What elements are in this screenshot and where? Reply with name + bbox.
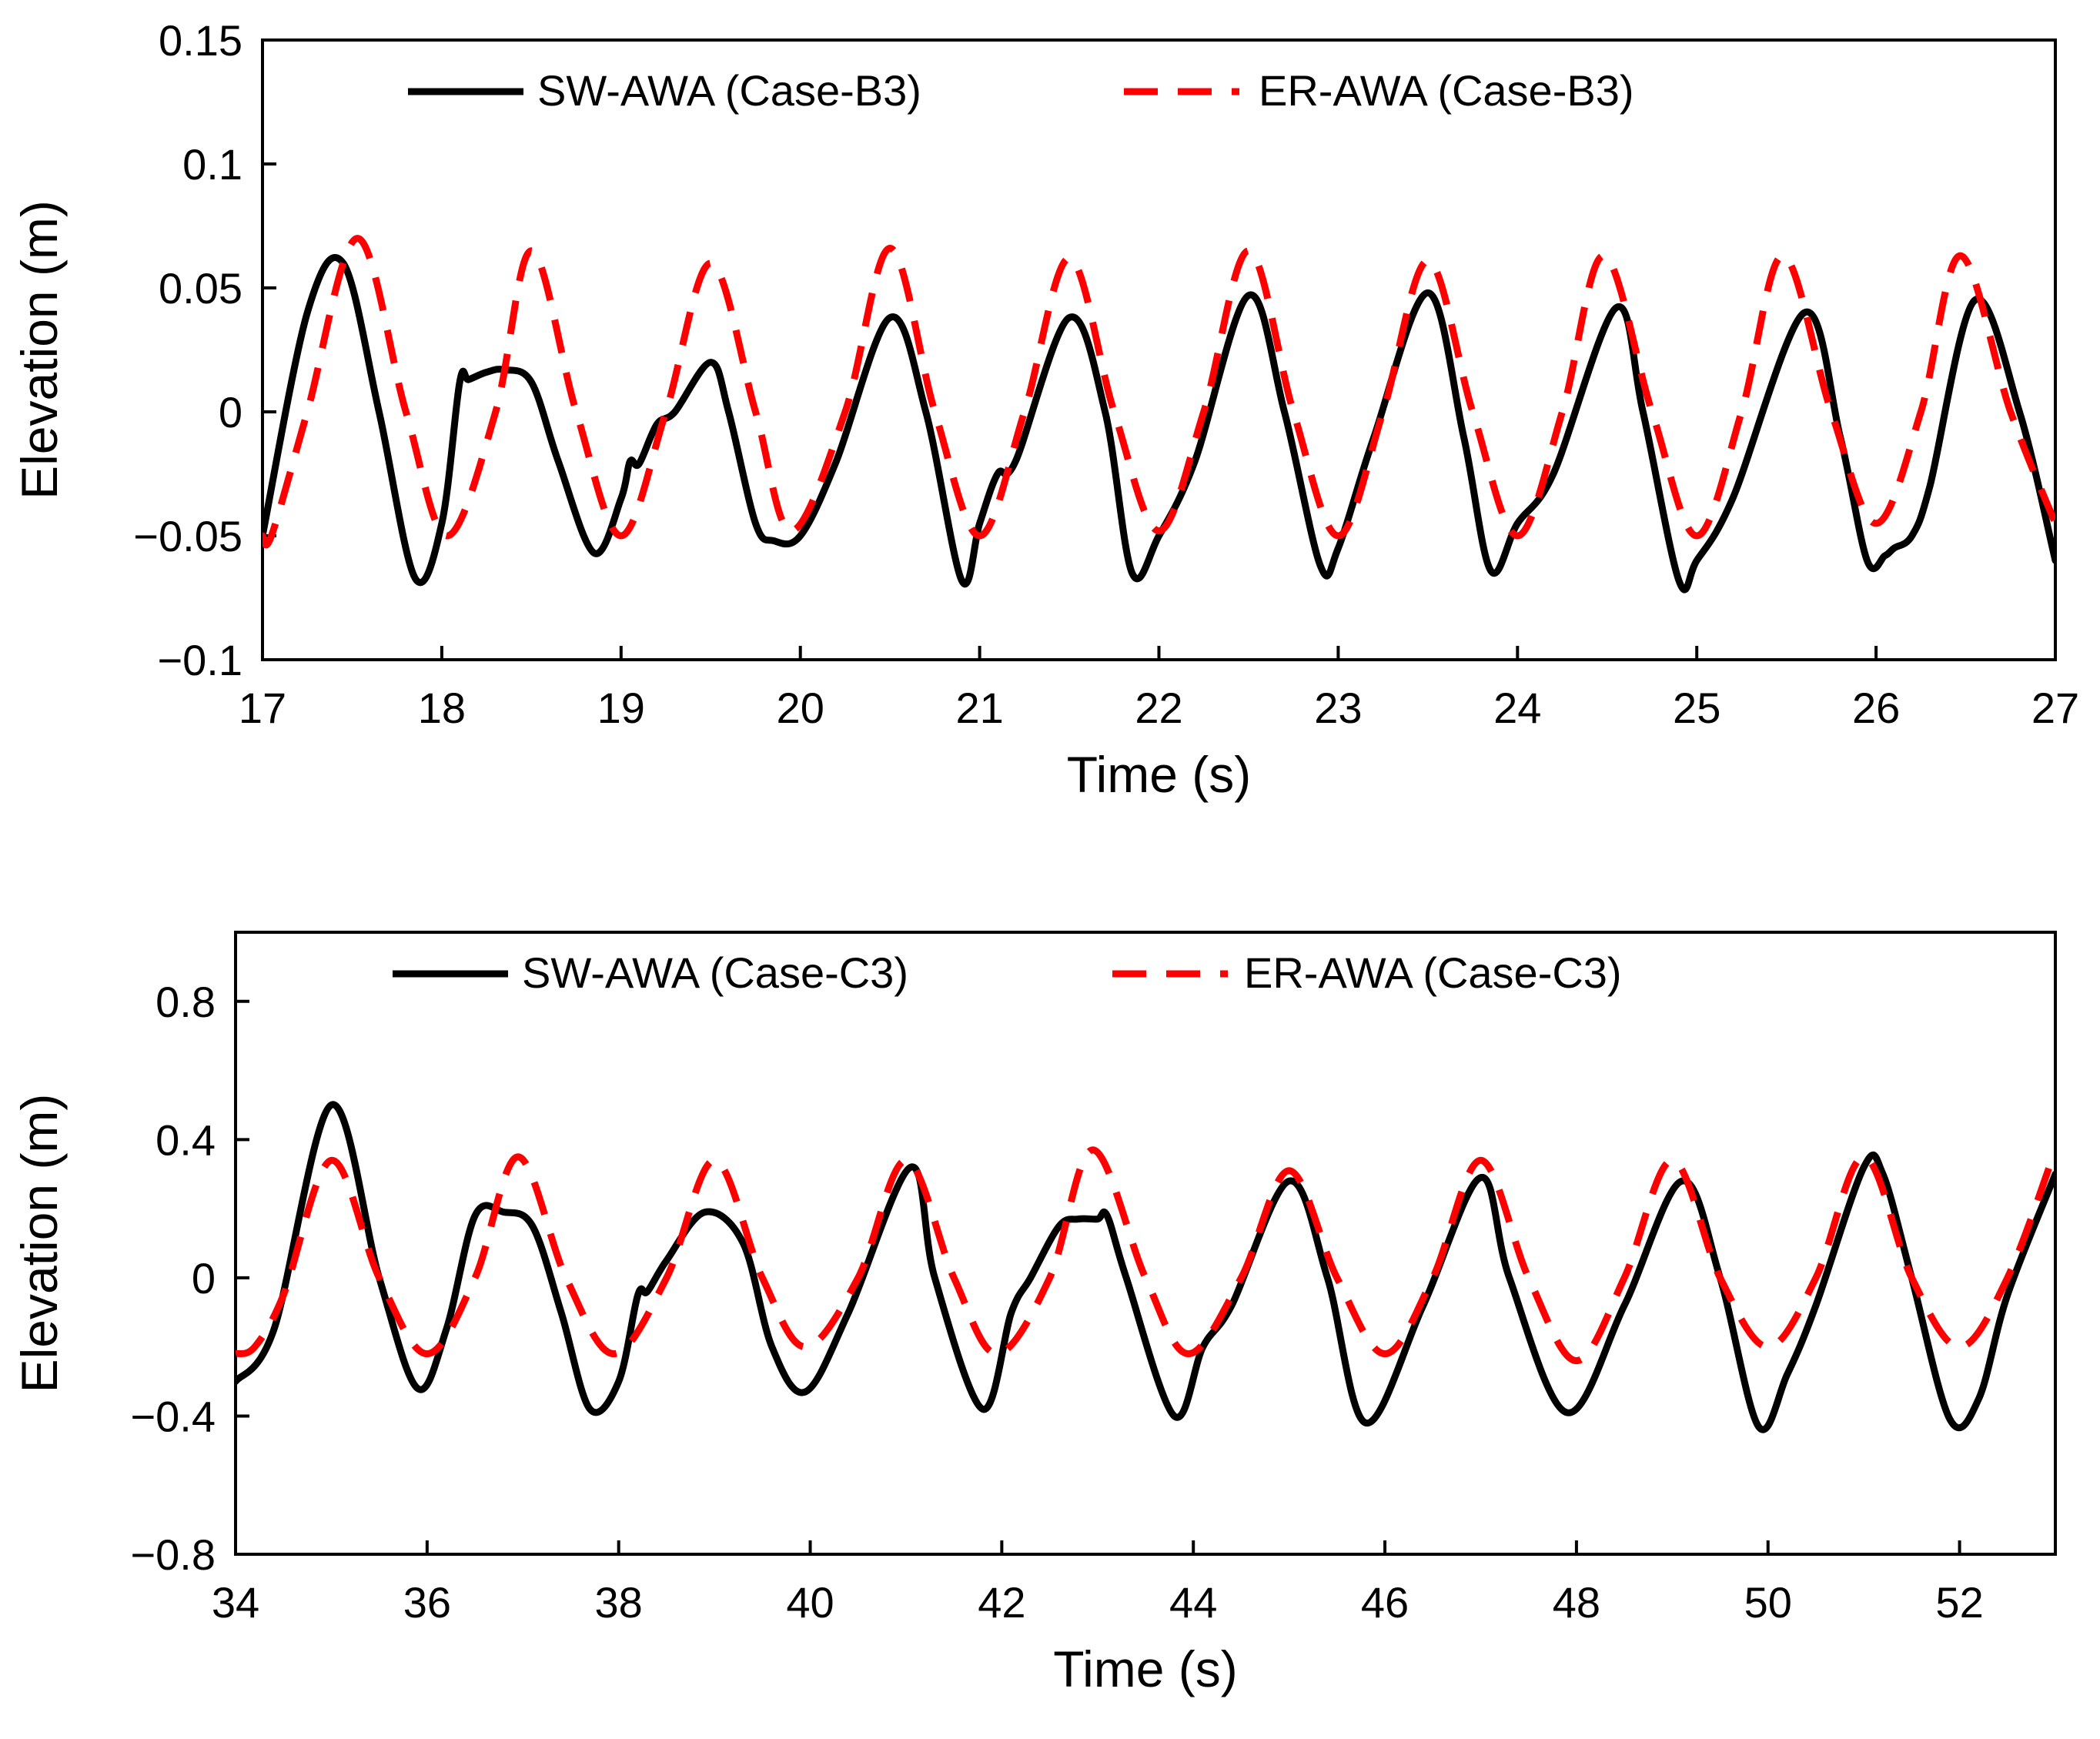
y-axis-title: Elevation (m) [11, 1094, 68, 1393]
chart-bottom: 0.8 0.4 0 −0.4 −0.834 36 38 40 42 44 46 48 50 52 Time … [11, 931, 2057, 1697]
y-axis-title: Elevation (m) [11, 200, 68, 500]
x-axis-title: Time (s) [1067, 746, 1252, 803]
series-line-sw-awa [262, 254, 2055, 594]
x-tick-label: 25 [1673, 684, 1720, 732]
series-line-sw-awa [236, 1101, 2055, 1433]
y-tick-label: 0.8 [155, 978, 216, 1026]
x-tick-label: 42 [978, 1578, 1025, 1627]
x-tick-label: 40 [786, 1578, 834, 1627]
x-tick-label: 22 [1135, 684, 1182, 732]
x-tick-label: 44 [1169, 1578, 1217, 1627]
y-tick-label: 0 [192, 1254, 216, 1303]
y-tick-label: 0.15 [159, 16, 242, 65]
x-axis-title: Time (s) [1053, 1640, 1238, 1697]
legend-label: ER-AWA (Case-C3) [1244, 948, 1622, 997]
y-tick-label: −0.1 [157, 636, 242, 684]
x-tick-label: 46 [1361, 1578, 1409, 1627]
legend-label: ER-AWA (Case-B3) [1259, 66, 1634, 115]
x-tick-label: 26 [1852, 684, 1900, 732]
x-tick-label: 27 [2031, 684, 2079, 732]
x-tick-label: 36 [403, 1578, 451, 1627]
y-tick-label: 0.4 [155, 1115, 216, 1164]
y-tick-label: −0.8 [130, 1530, 216, 1579]
x-tick-label: 23 [1314, 684, 1362, 732]
x-tick-label: 24 [1493, 684, 1541, 732]
y-tick-label: −0.05 [133, 512, 242, 560]
x-tick-label: 17 [239, 684, 286, 732]
series-line-er-awa [236, 1146, 2055, 1365]
series-line-er-awa [262, 235, 2055, 549]
x-tick-label: 50 [1744, 1578, 1792, 1627]
chart-top: 0.15 0.1 0.05 0 −0.05 −0.117 18 19 20 21 22 23 24 25 2… [11, 16, 2079, 803]
y-tick-label: 0.05 [159, 264, 242, 313]
x-tick-label: 48 [1553, 1578, 1600, 1627]
y-tick-label: 0 [219, 388, 242, 436]
plot-frame [234, 931, 2057, 1556]
legend-label: SW-AWA (Case-C3) [522, 948, 908, 997]
legend-label: SW-AWA (Case-B3) [537, 66, 921, 115]
y-tick-label: 0.1 [182, 140, 242, 189]
x-tick-label: 34 [212, 1578, 259, 1627]
x-tick-label: 19 [597, 684, 645, 732]
x-tick-label: 38 [595, 1578, 643, 1627]
x-tick-label: 21 [955, 684, 1003, 732]
y-tick-label: −0.4 [130, 1392, 216, 1440]
x-tick-label: 18 [418, 684, 466, 732]
x-tick-label: 20 [777, 684, 824, 732]
x-tick-label: 52 [1935, 1578, 1983, 1627]
